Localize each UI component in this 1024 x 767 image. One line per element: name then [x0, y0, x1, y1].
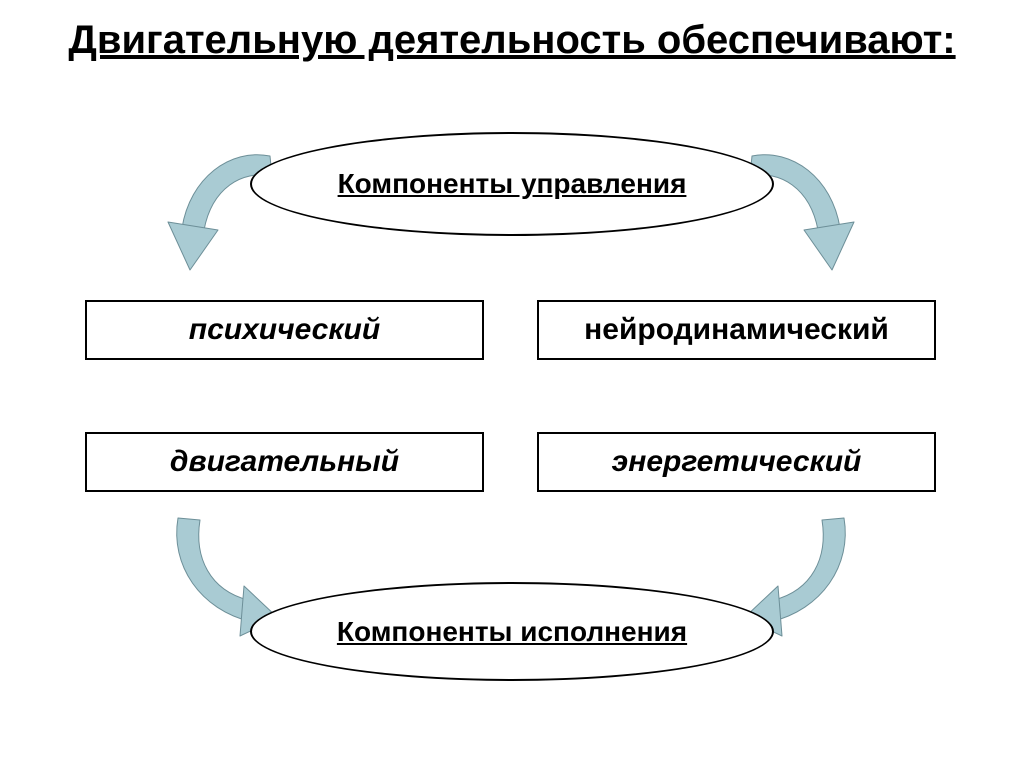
- arrow-top-right: [742, 138, 862, 278]
- box-psychic-label: психический: [189, 313, 380, 347]
- box-motor-label: двигательный: [170, 445, 399, 479]
- page-title: Двигательную деятельность обеспечивают:: [0, 18, 1024, 62]
- bottom-ellipse-label: Компоненты исполнения: [337, 616, 687, 648]
- box-energetic-label: энергетический: [612, 445, 862, 479]
- top-ellipse: Компоненты управления: [250, 132, 774, 236]
- box-motor: двигательный: [85, 432, 484, 492]
- box-energetic: энергетический: [537, 432, 936, 492]
- box-neurodynamic: нейродинамический: [537, 300, 936, 360]
- bottom-ellipse: Компоненты исполнения: [250, 582, 774, 681]
- arrow-top-left: [160, 138, 280, 278]
- box-neurodynamic-label: нейродинамический: [584, 313, 889, 347]
- top-ellipse-label: Компоненты управления: [338, 168, 687, 200]
- box-psychic: психический: [85, 300, 484, 360]
- diagram-canvas: Двигательную деятельность обеспечивают: …: [0, 0, 1024, 767]
